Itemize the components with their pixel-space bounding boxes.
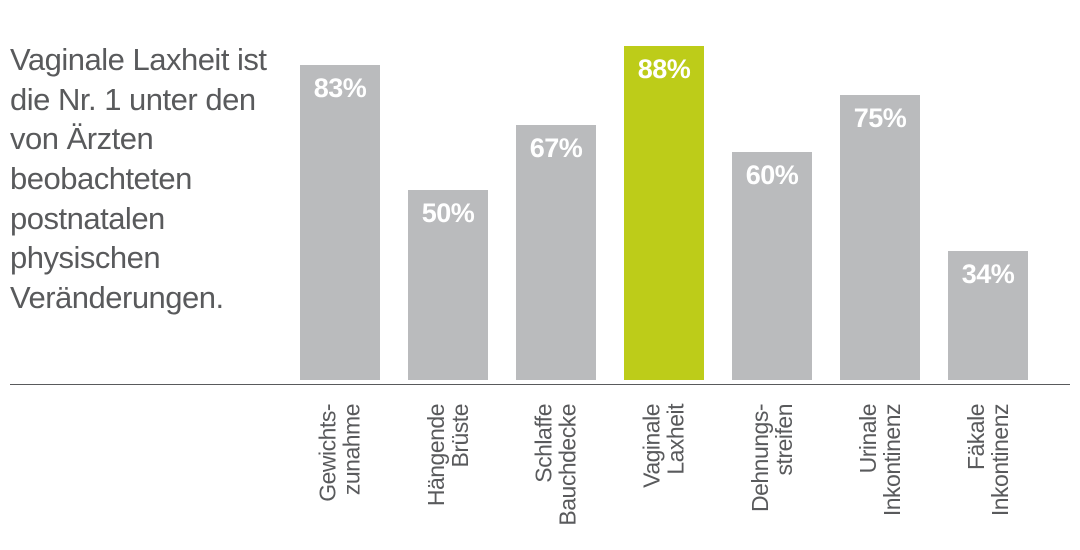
bar-label: Dehnungs-streifen xyxy=(748,404,796,512)
bar-label-line: Gewichts- xyxy=(316,404,340,502)
bar: 60% xyxy=(732,152,812,380)
bar-label-slot: HängendeBrüste xyxy=(408,404,488,544)
bar-label-line: Schlaffe xyxy=(532,404,556,526)
bar-label-slot: SchlaffeBauchdecke xyxy=(516,404,596,544)
bars-region: 83% 50% 67% 88% 60% 75% 34% xyxy=(290,0,1070,380)
bar-label-line: Laxheit xyxy=(664,404,688,488)
bar-value: 50% xyxy=(408,198,488,229)
bar-label-slot: Gewichts-zunahme xyxy=(300,404,380,544)
bar-label-line: Bauchdecke xyxy=(556,404,580,526)
bar-value: 88% xyxy=(624,54,704,85)
bar: 83% xyxy=(300,65,380,380)
bar-label-line: Brüste xyxy=(448,404,472,506)
bar: 88% xyxy=(624,46,704,380)
bar-value: 60% xyxy=(732,160,812,191)
bar: 67% xyxy=(516,125,596,380)
bar: 75% xyxy=(840,95,920,380)
chart-description: Vaginale Laxheit ist die Nr. 1 unter den… xyxy=(10,40,270,318)
bar-label-line: Hängende xyxy=(424,404,448,506)
bar-label-slot: FäkaleInkontinenz xyxy=(948,404,1028,544)
bar: 34% xyxy=(948,251,1028,380)
bar-value: 83% xyxy=(300,73,380,104)
x-axis-line xyxy=(10,384,1070,385)
bar-label-line: Dehnungs- xyxy=(748,404,772,512)
bar-label: FäkaleInkontinenz xyxy=(964,404,1012,516)
labels-region: Gewichts-zunahme HängendeBrüste SchlaffeBa… xyxy=(290,404,1070,544)
chart-container: Vaginale Laxheit ist die Nr. 1 unter den… xyxy=(0,0,1080,550)
bar-label: VaginaleLaxheit xyxy=(640,404,688,488)
bar-label-slot: VaginaleLaxheit xyxy=(624,404,704,544)
bar-value: 67% xyxy=(516,133,596,164)
bar-label-line: zunahme xyxy=(340,404,364,502)
bar-label-line: streifen xyxy=(772,404,796,512)
bar-label: HängendeBrüste xyxy=(424,404,472,506)
bar-label-line: Vaginale xyxy=(640,404,664,488)
bar-label-line: Urinale xyxy=(856,404,880,516)
bar: 50% xyxy=(408,190,488,380)
bar-label-slot: Dehnungs-streifen xyxy=(732,404,812,544)
bar-label-slot: UrinaleInkontinenz xyxy=(840,404,920,544)
bar-label-line: Inkontinenz xyxy=(880,404,904,516)
bar-label: SchlaffeBauchdecke xyxy=(532,404,580,526)
bar-value: 34% xyxy=(948,259,1028,290)
bar-label-line: Inkontinenz xyxy=(988,404,1012,516)
bar-label: UrinaleInkontinenz xyxy=(856,404,904,516)
bar-label-line: Fäkale xyxy=(964,404,988,516)
bar-label: Gewichts-zunahme xyxy=(316,404,364,502)
bar-value: 75% xyxy=(840,103,920,134)
